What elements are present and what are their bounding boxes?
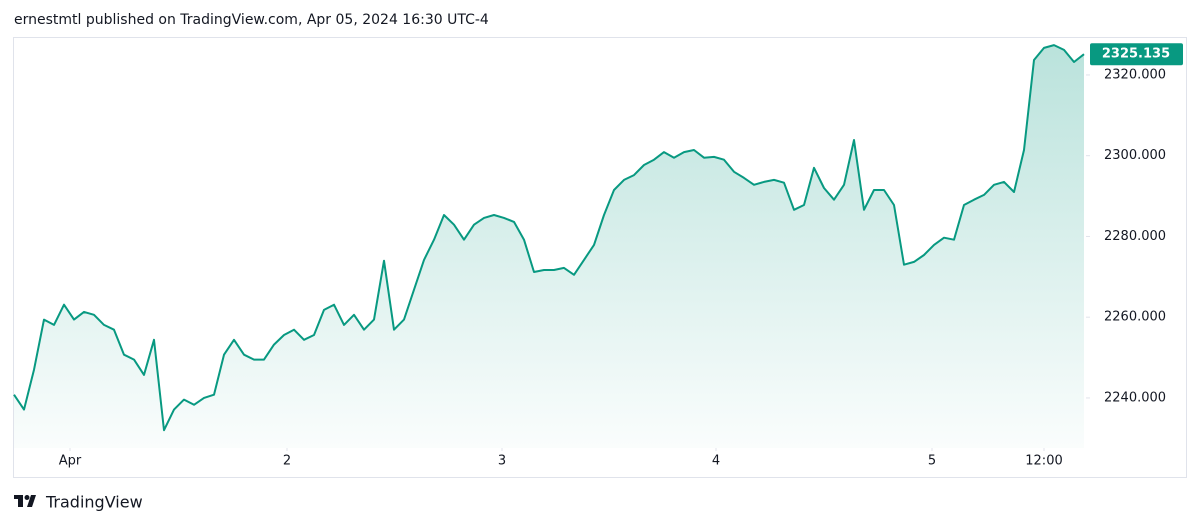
- last-price-badge: [1090, 43, 1183, 66]
- y-tick-label: 2300.000: [1104, 148, 1166, 163]
- y-tick-label: 2280.000: [1104, 229, 1166, 244]
- price-line: [13, 44, 1085, 432]
- logo: [14, 495, 36, 507]
- y-tick-label: 2260.000: [1104, 310, 1166, 325]
- frame: [13, 37, 1187, 478]
- y-tick-label: 2320.000: [1104, 67, 1166, 82]
- last-price-label: 2325.135: [1102, 47, 1170, 62]
- area-fill: [14, 45, 1084, 448]
- x-tick-label: 2: [283, 454, 291, 469]
- y-tick-label: 2240.000: [1104, 390, 1166, 405]
- x-tick-label: 4: [712, 454, 720, 469]
- x-tick-label: 5: [928, 454, 936, 469]
- x-tick-label: Apr: [59, 454, 82, 469]
- header: ernestmtl published on TradingView.com, …: [14, 12, 489, 28]
- x-tick-label: 12:00: [1025, 454, 1062, 469]
- x-tick-label: 3: [498, 454, 506, 469]
- brand: TradingView: [45, 493, 143, 512]
